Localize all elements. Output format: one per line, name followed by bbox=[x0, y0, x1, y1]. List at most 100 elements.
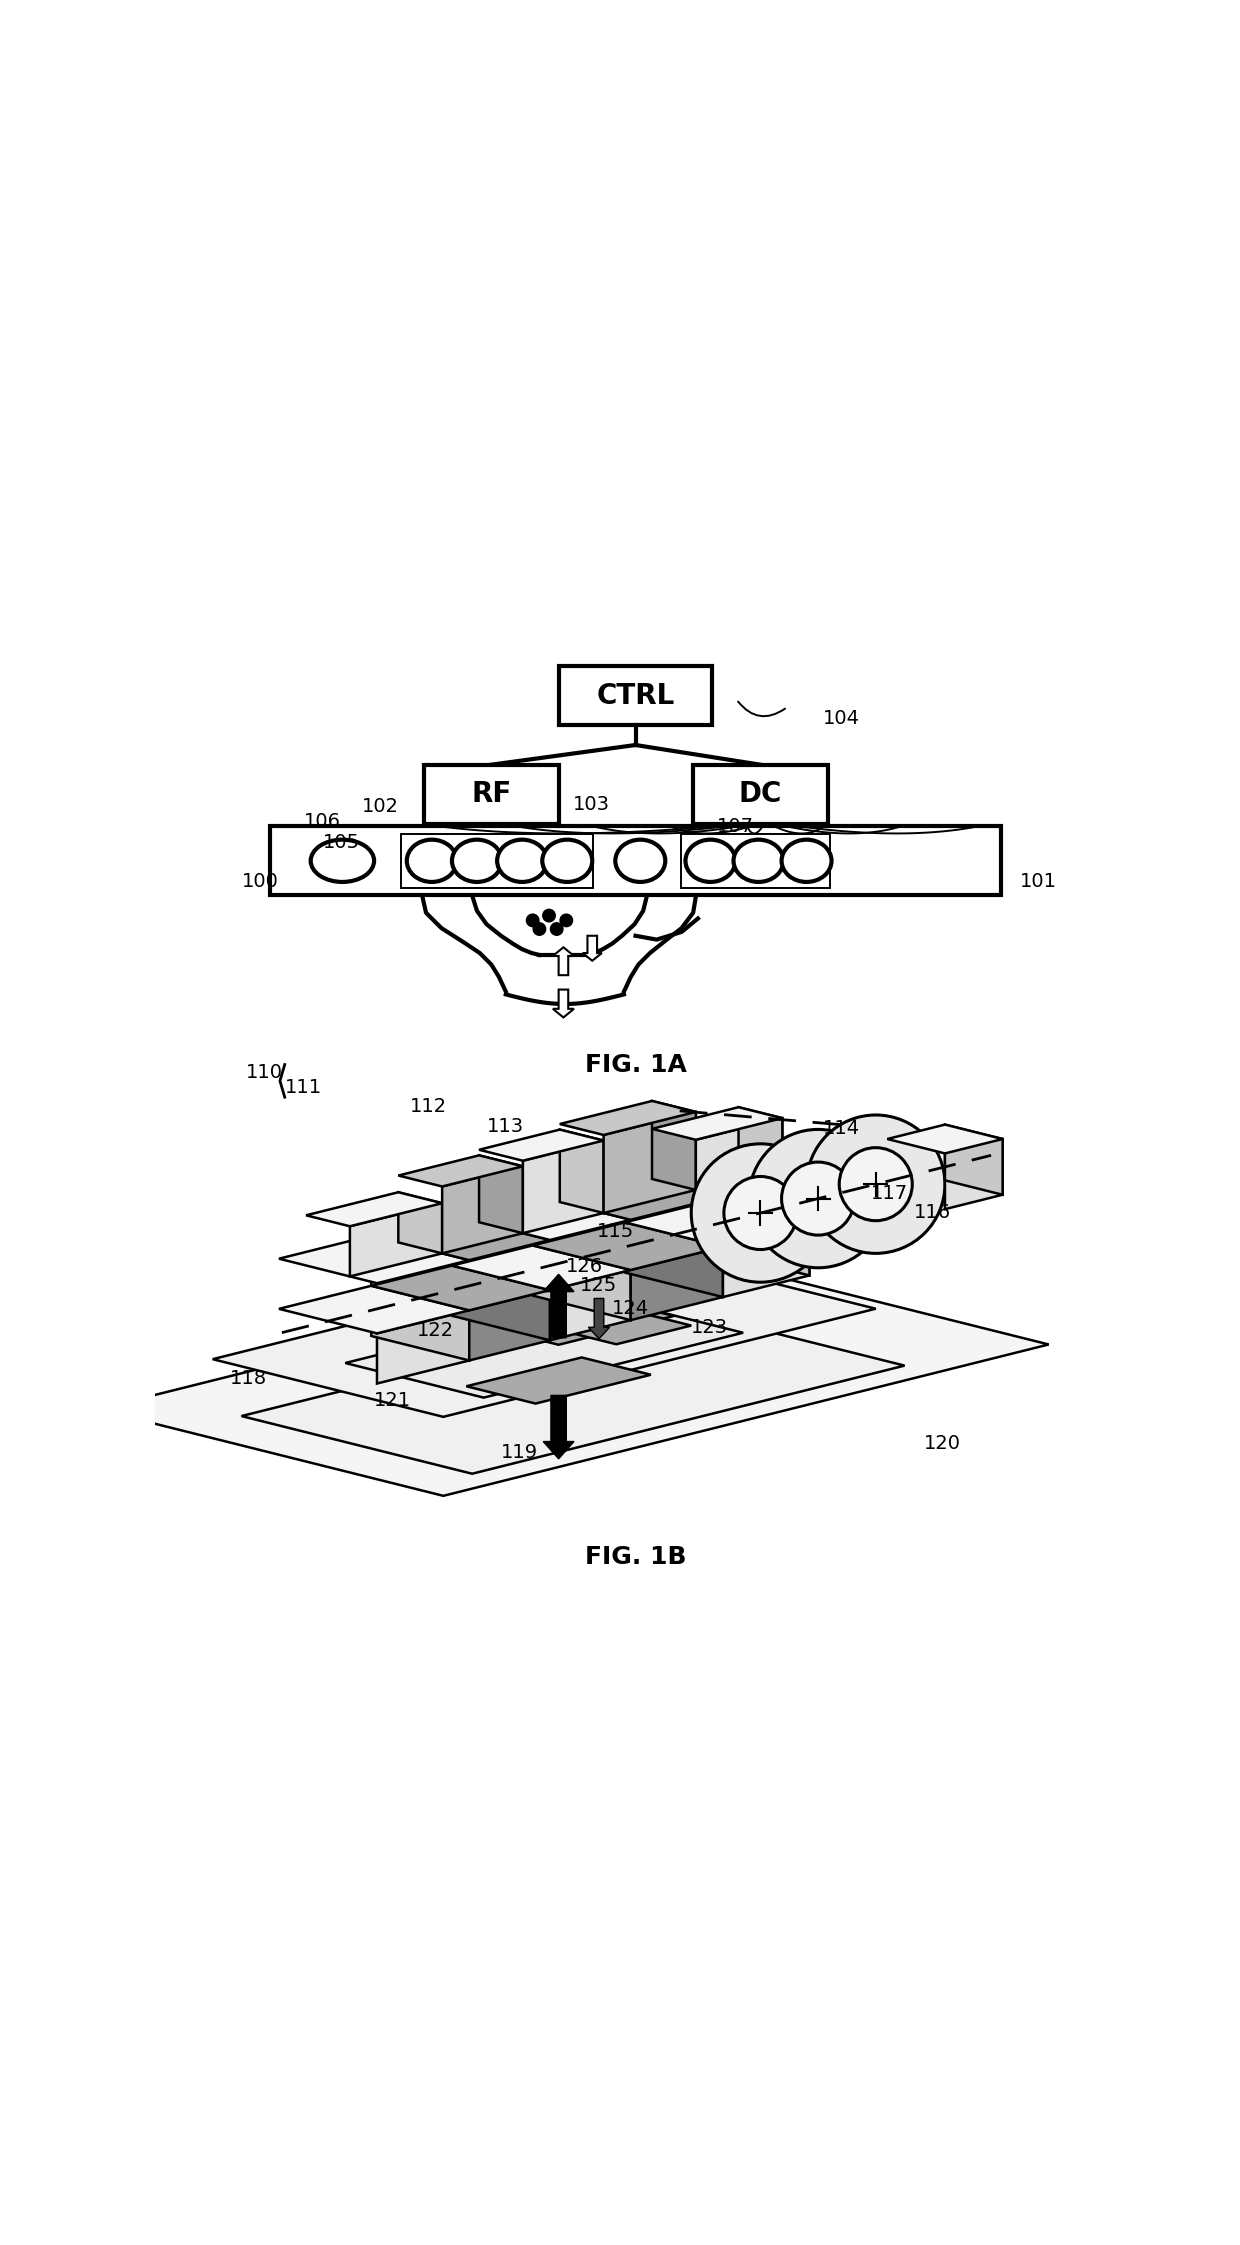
Bar bbox=[270, 826, 1001, 896]
Polygon shape bbox=[558, 1311, 691, 1345]
Circle shape bbox=[560, 914, 573, 927]
Polygon shape bbox=[652, 1107, 782, 1140]
Bar bbox=[558, 667, 712, 725]
Polygon shape bbox=[888, 1125, 1003, 1154]
Ellipse shape bbox=[451, 840, 502, 882]
Text: 102: 102 bbox=[362, 797, 398, 817]
Text: 105: 105 bbox=[324, 833, 361, 853]
Text: 103: 103 bbox=[573, 795, 610, 813]
Polygon shape bbox=[631, 1197, 723, 1271]
Bar bbox=[681, 833, 830, 887]
Ellipse shape bbox=[497, 840, 547, 882]
Polygon shape bbox=[451, 1246, 631, 1291]
Polygon shape bbox=[945, 1138, 1003, 1210]
Polygon shape bbox=[551, 1219, 631, 1291]
Polygon shape bbox=[469, 1239, 551, 1311]
Polygon shape bbox=[712, 1152, 810, 1226]
Polygon shape bbox=[723, 1226, 810, 1298]
Polygon shape bbox=[398, 1192, 443, 1253]
Text: 122: 122 bbox=[417, 1322, 454, 1340]
Circle shape bbox=[749, 1129, 888, 1268]
Polygon shape bbox=[533, 1246, 631, 1320]
Polygon shape bbox=[523, 1140, 604, 1233]
Circle shape bbox=[533, 923, 546, 936]
Polygon shape bbox=[97, 1257, 1049, 1495]
Bar bbox=[401, 833, 593, 887]
Polygon shape bbox=[451, 1194, 631, 1239]
Text: 120: 120 bbox=[924, 1435, 961, 1453]
Polygon shape bbox=[712, 1201, 810, 1275]
Polygon shape bbox=[723, 1174, 810, 1246]
FancyArrow shape bbox=[583, 936, 601, 961]
Polygon shape bbox=[306, 1192, 443, 1226]
Ellipse shape bbox=[542, 840, 593, 882]
Circle shape bbox=[543, 909, 556, 923]
Polygon shape bbox=[371, 1266, 551, 1311]
Circle shape bbox=[724, 1176, 797, 1250]
Polygon shape bbox=[213, 1250, 875, 1417]
Polygon shape bbox=[479, 1156, 523, 1233]
Text: 121: 121 bbox=[374, 1392, 412, 1410]
Circle shape bbox=[527, 914, 539, 927]
Text: 123: 123 bbox=[691, 1318, 728, 1338]
Polygon shape bbox=[559, 1100, 696, 1136]
Polygon shape bbox=[371, 1215, 551, 1259]
Polygon shape bbox=[625, 1201, 810, 1246]
Polygon shape bbox=[533, 1194, 631, 1271]
FancyArrow shape bbox=[543, 1396, 574, 1459]
Text: 117: 117 bbox=[870, 1183, 908, 1203]
Text: RF: RF bbox=[471, 781, 511, 808]
Text: CTRL: CTRL bbox=[596, 682, 675, 709]
Bar bbox=[424, 766, 559, 824]
Text: 113: 113 bbox=[486, 1116, 523, 1136]
Polygon shape bbox=[739, 1107, 782, 1167]
Polygon shape bbox=[696, 1118, 782, 1190]
Polygon shape bbox=[652, 1100, 696, 1190]
Text: 100: 100 bbox=[242, 873, 278, 891]
FancyArrow shape bbox=[543, 1275, 574, 1338]
Polygon shape bbox=[533, 1221, 723, 1271]
Text: 124: 124 bbox=[611, 1300, 649, 1318]
Polygon shape bbox=[371, 1235, 469, 1311]
Text: FIG. 1B: FIG. 1B bbox=[585, 1545, 686, 1569]
Ellipse shape bbox=[407, 840, 456, 882]
Ellipse shape bbox=[686, 840, 735, 882]
Polygon shape bbox=[479, 1129, 604, 1161]
Ellipse shape bbox=[734, 840, 784, 882]
Circle shape bbox=[781, 1163, 854, 1235]
Text: 126: 126 bbox=[567, 1257, 604, 1275]
Ellipse shape bbox=[311, 840, 374, 882]
Polygon shape bbox=[559, 1129, 604, 1212]
Polygon shape bbox=[625, 1172, 723, 1246]
Polygon shape bbox=[451, 1266, 551, 1340]
Circle shape bbox=[551, 923, 563, 936]
Text: 111: 111 bbox=[285, 1078, 322, 1098]
Text: 115: 115 bbox=[596, 1221, 635, 1241]
Polygon shape bbox=[279, 1235, 469, 1284]
Text: 119: 119 bbox=[501, 1444, 538, 1461]
Polygon shape bbox=[443, 1167, 523, 1253]
Polygon shape bbox=[631, 1246, 723, 1320]
Text: 116: 116 bbox=[914, 1203, 951, 1221]
Polygon shape bbox=[345, 1298, 743, 1399]
Polygon shape bbox=[625, 1152, 810, 1197]
Polygon shape bbox=[279, 1286, 469, 1334]
FancyArrow shape bbox=[553, 947, 574, 974]
Ellipse shape bbox=[781, 840, 832, 882]
Polygon shape bbox=[398, 1156, 523, 1188]
Text: 112: 112 bbox=[409, 1098, 446, 1116]
Text: 114: 114 bbox=[823, 1120, 861, 1138]
Polygon shape bbox=[242, 1309, 905, 1473]
Bar bbox=[693, 766, 828, 824]
Text: DC: DC bbox=[739, 781, 782, 808]
Text: 125: 125 bbox=[580, 1275, 618, 1295]
Polygon shape bbox=[466, 1358, 651, 1403]
FancyArrow shape bbox=[589, 1298, 610, 1338]
Polygon shape bbox=[377, 1311, 469, 1383]
Text: 110: 110 bbox=[247, 1062, 283, 1082]
Text: 104: 104 bbox=[823, 709, 859, 727]
Text: 106: 106 bbox=[304, 813, 341, 831]
Circle shape bbox=[691, 1143, 830, 1282]
Ellipse shape bbox=[615, 840, 666, 882]
Polygon shape bbox=[551, 1271, 631, 1340]
